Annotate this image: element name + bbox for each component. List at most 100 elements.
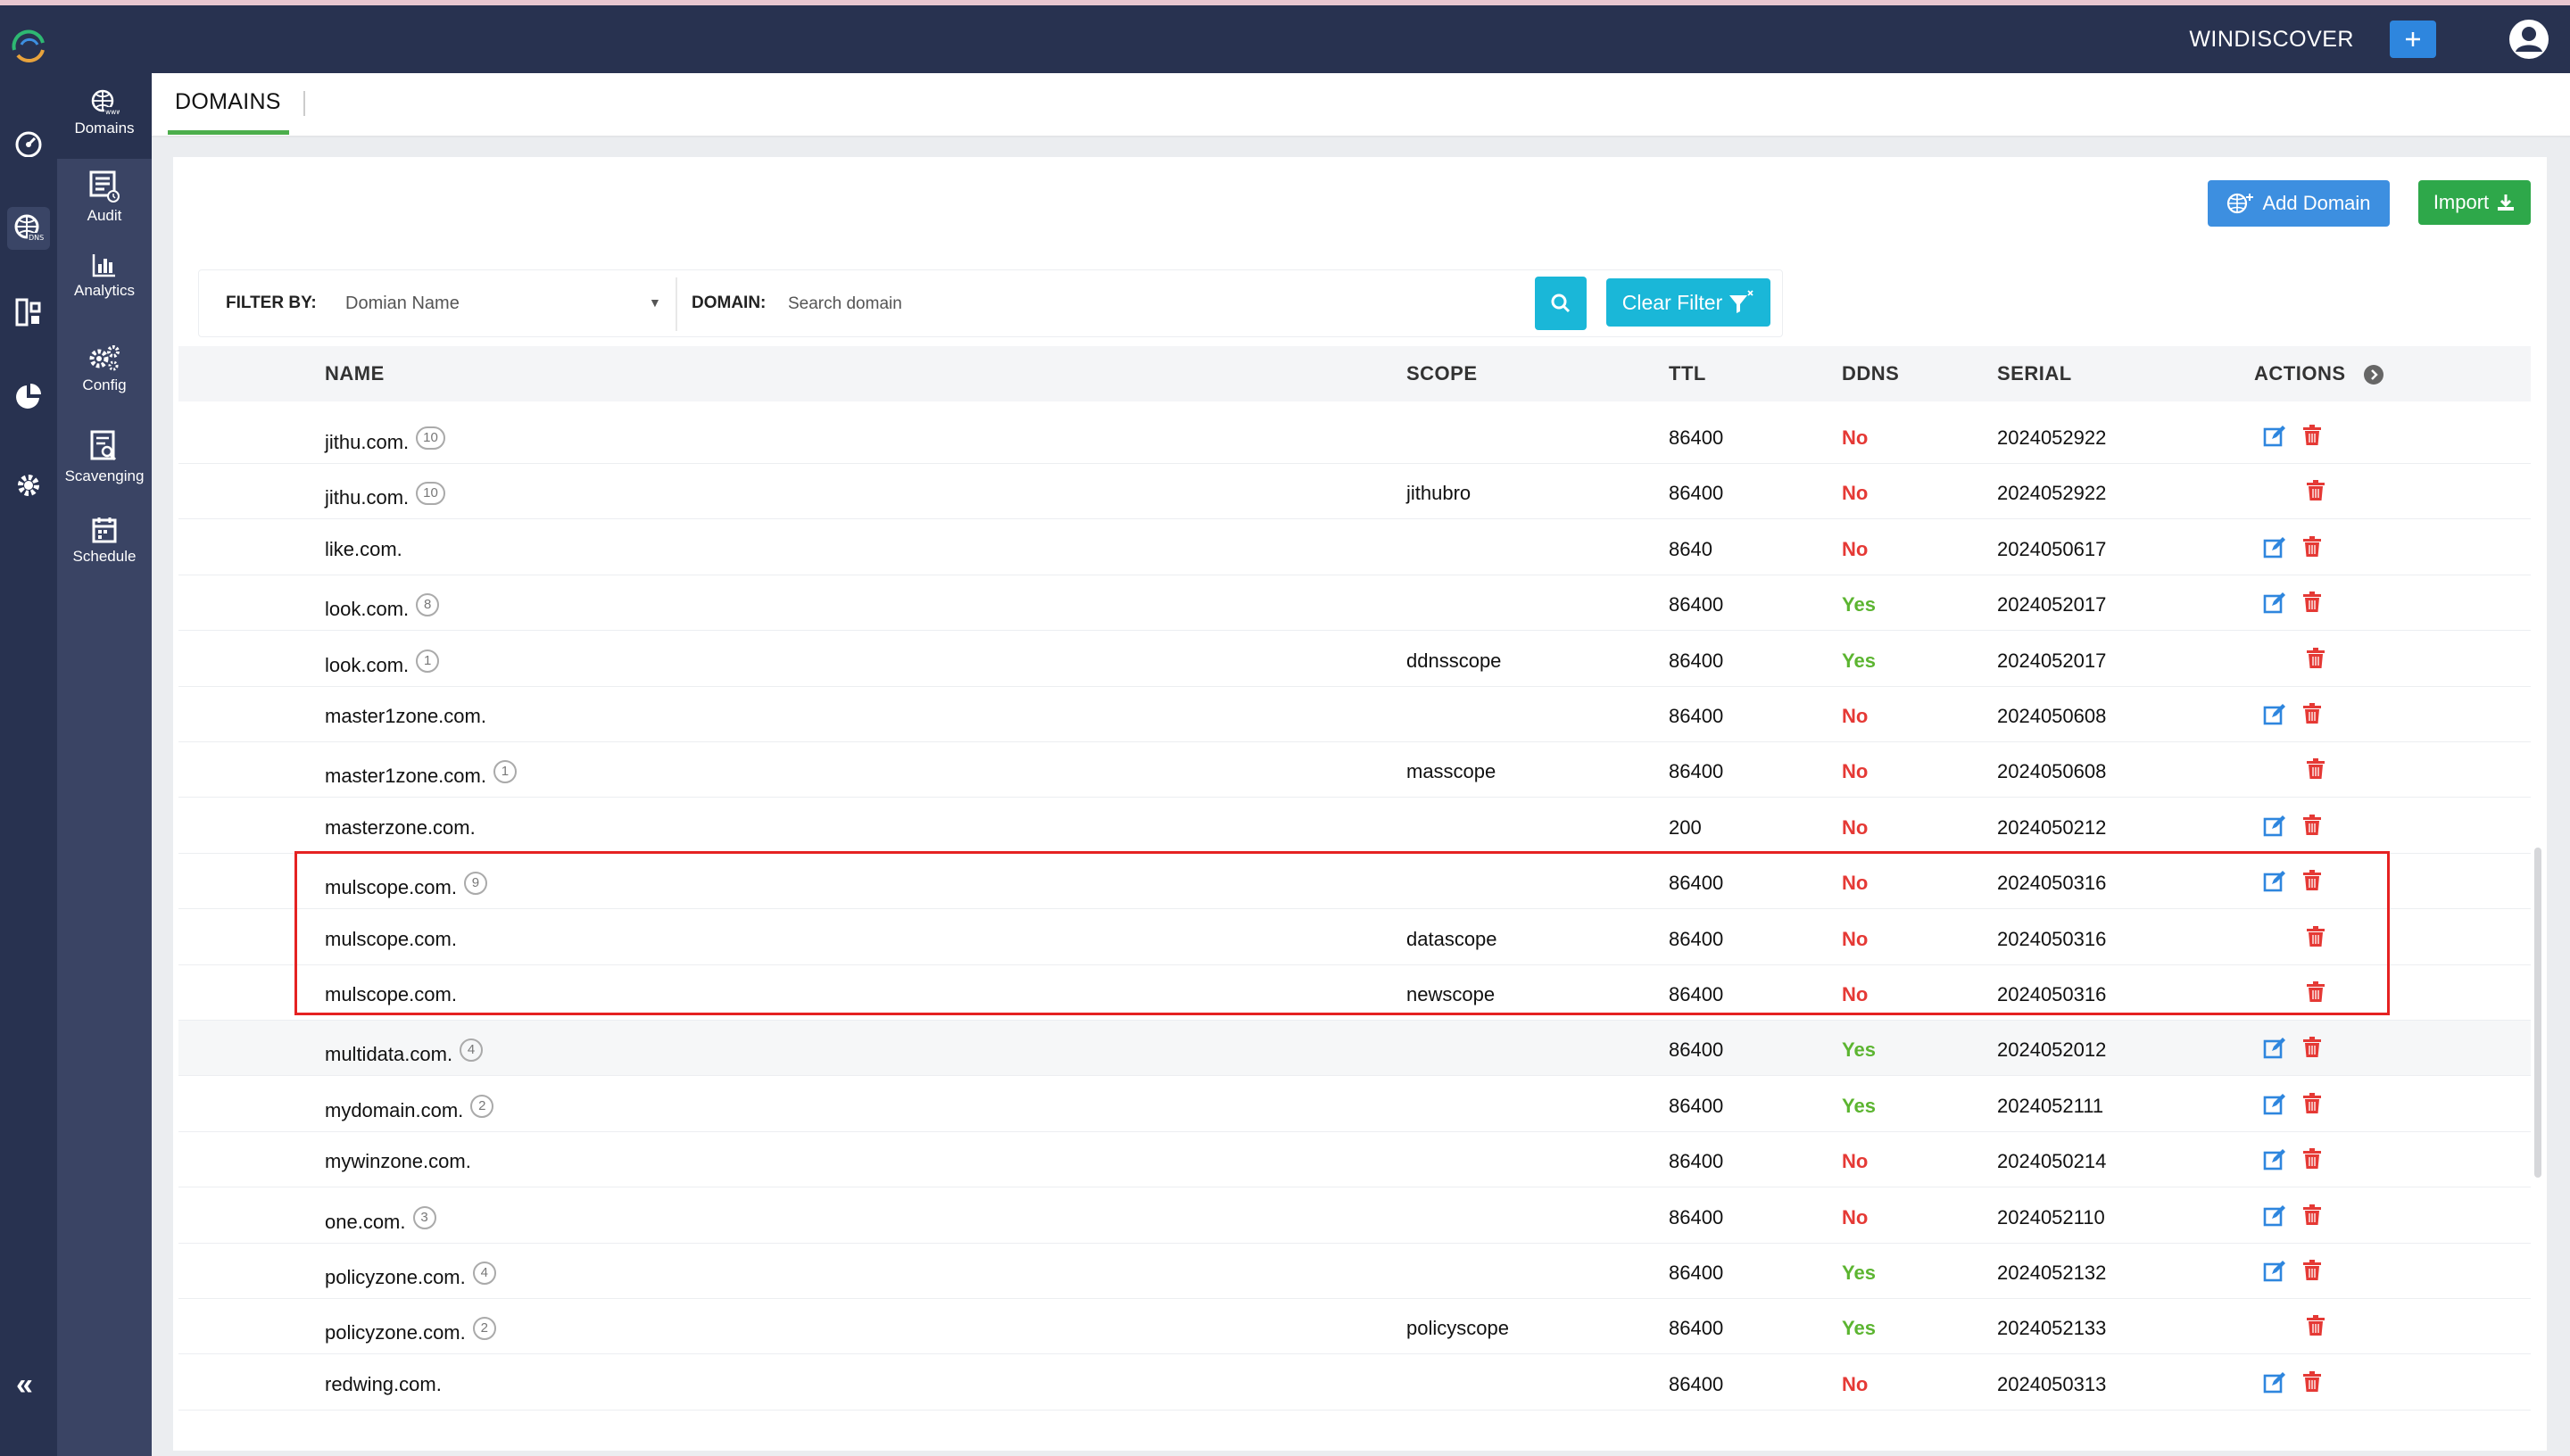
domain-name-cell[interactable]: look.com. 1 <box>325 649 440 677</box>
edit-icon[interactable] <box>2263 870 2286 893</box>
arrow-right-circle-icon[interactable] <box>2363 364 2384 385</box>
column-header-name[interactable]: NAME <box>325 362 385 385</box>
domain-name-cell[interactable]: like.com. <box>325 538 402 561</box>
clear-filter-button[interactable]: Clear Filter <box>1606 278 1770 327</box>
edit-icon[interactable] <box>2263 815 2286 838</box>
edit-icon[interactable] <box>2263 425 2286 448</box>
subnav-item-schedule[interactable]: Schedule <box>57 516 152 566</box>
domain-name[interactable]: policyzone.com. <box>325 1266 466 1288</box>
column-header-ddns[interactable]: DDNS <box>1842 362 1900 385</box>
domain-name[interactable]: redwing.com. <box>325 1372 442 1395</box>
domain-name-cell[interactable]: policyzone.com. 2 <box>325 1317 496 1344</box>
scrollbar[interactable] <box>2534 848 2541 1178</box>
search-button[interactable] <box>1535 277 1587 330</box>
domain-name-cell[interactable]: masterzone.com. <box>325 816 476 840</box>
edit-icon[interactable] <box>2263 1148 2286 1171</box>
delete-icon[interactable] <box>2302 425 2324 448</box>
delete-icon[interactable] <box>2302 814 2324 838</box>
delete-icon[interactable] <box>2306 925 2327 949</box>
subnav-item-audit[interactable]: Audit <box>57 170 152 225</box>
table-row[interactable]: one.com. 3 86400 No 2024052110 <box>178 1187 2531 1244</box>
table-row[interactable]: master1zone.com. 1 masscope 86400 No 20240506… <box>178 742 2531 798</box>
delete-icon[interactable] <box>2306 758 2327 782</box>
subnav-item-scavenging[interactable]: Scavenging <box>57 430 152 485</box>
network-icon[interactable] <box>12 296 45 328</box>
subnav-item-config[interactable]: Config <box>57 343 152 394</box>
edit-icon[interactable] <box>2263 592 2286 615</box>
domain-name-cell[interactable]: mywinzone.com. <box>325 1150 471 1173</box>
column-header-scope[interactable]: SCOPE <box>1406 362 1478 385</box>
domain-name-cell[interactable]: mulscope.com. <box>325 983 457 1006</box>
domain-name-cell[interactable]: jithu.com. 10 <box>325 482 445 509</box>
delete-icon[interactable] <box>2302 1037 2324 1060</box>
delete-icon[interactable] <box>2306 647 2327 671</box>
delete-icon[interactable] <box>2302 1260 2324 1283</box>
table-row[interactable]: redwing.com. 86400 No 2024050313 <box>178 1354 2531 1410</box>
domain-name-cell[interactable]: jithu.com. 10 <box>325 426 445 454</box>
delete-icon[interactable] <box>2302 1092 2324 1116</box>
domain-name-cell[interactable]: master1zone.com. 1 <box>325 760 517 788</box>
delete-icon[interactable] <box>2306 480 2327 503</box>
table-row[interactable]: mywinzone.com. 86400 No 2024050214 <box>178 1132 2531 1188</box>
delete-icon[interactable] <box>2302 703 2324 726</box>
domain-name[interactable]: master1zone.com. <box>325 765 486 788</box>
delete-icon[interactable] <box>2306 981 2327 1005</box>
domain-name[interactable]: one.com. <box>325 1210 406 1233</box>
edit-icon[interactable] <box>2263 536 2286 559</box>
filter-by-select[interactable]: Domian Name <box>345 294 460 313</box>
delete-icon[interactable] <box>2302 1204 2324 1228</box>
domain-name-cell[interactable]: redwing.com. <box>325 1373 442 1396</box>
add-domain-button[interactable]: Add Domain <box>2208 180 2390 227</box>
chevron-down-icon[interactable]: ▼ <box>649 295 661 310</box>
delete-icon[interactable] <box>2306 1315 2327 1338</box>
edit-icon[interactable] <box>2263 1371 2286 1394</box>
delete-icon[interactable] <box>2302 592 2324 615</box>
table-row[interactable]: mulscope.com. 9 86400 No 2024050316 <box>178 854 2531 910</box>
domain-name[interactable]: jithu.com. <box>325 431 410 453</box>
domain-name-cell[interactable]: mulscope.com. <box>325 928 457 951</box>
subnav-item-analytics[interactable]: Analytics <box>57 252 152 300</box>
edit-icon[interactable] <box>2263 1204 2286 1228</box>
domain-name[interactable]: mulscope.com. <box>325 983 457 1005</box>
add-button[interactable] <box>2390 21 2436 58</box>
edit-icon[interactable] <box>2263 1260 2286 1283</box>
domain-name-cell[interactable]: master1zone.com. <box>325 705 486 728</box>
table-row[interactable]: mulscope.com. newscope 86400 No 2024050316 <box>178 965 2531 1021</box>
domain-name-cell[interactable]: mulscope.com. 9 <box>325 872 487 899</box>
table-row[interactable]: policyzone.com. 4 86400 Yes 2024052132 <box>178 1244 2531 1299</box>
domain-name[interactable]: master1zone.com. <box>325 705 486 727</box>
domain-name[interactable]: mydomain.com. <box>325 1098 464 1121</box>
domain-name-cell[interactable]: policyzone.com. 4 <box>325 1262 496 1289</box>
table-row[interactable]: look.com. 8 86400 Yes 2024052017 <box>178 575 2531 632</box>
delete-icon[interactable] <box>2302 870 2324 893</box>
table-row[interactable]: mydomain.com. 2 86400 Yes 2024052111 <box>178 1076 2531 1132</box>
import-button[interactable]: Import <box>2418 180 2531 225</box>
table-row[interactable]: look.com. 1 ddnsscope 86400 Yes 2024052017 <box>178 631 2531 687</box>
edit-icon[interactable] <box>2263 1093 2286 1116</box>
column-header-ttl[interactable]: TTL <box>1669 362 1706 385</box>
pie-chart-icon[interactable] <box>12 380 45 412</box>
table-row[interactable]: master1zone.com. 86400 No 2024050608 <box>178 687 2531 742</box>
delete-icon[interactable] <box>2302 535 2324 559</box>
column-header-serial[interactable]: SERIAL <box>1997 362 2072 385</box>
domain-name-cell[interactable]: multidata.com. 4 <box>325 1038 484 1066</box>
domain-name-cell[interactable]: look.com. 8 <box>325 593 440 621</box>
delete-icon[interactable] <box>2302 1370 2324 1394</box>
table-row[interactable]: multidata.com. 4 86400 Yes 2024052012 <box>178 1021 2531 1077</box>
table-row[interactable]: jithu.com. 10 jithubro 86400 No 2024052922 <box>178 464 2531 520</box>
table-row[interactable]: policyzone.com. 2 policyscope 86400 Yes 20240… <box>178 1299 2531 1355</box>
domain-name[interactable]: jithu.com. <box>325 486 410 509</box>
table-row[interactable]: masterzone.com. 200 No 2024050212 <box>178 798 2531 854</box>
domain-name[interactable]: masterzone.com. <box>325 815 476 839</box>
domain-name[interactable]: look.com. <box>325 653 410 676</box>
collapse-sidebar-icon[interactable]: « <box>16 1368 33 1402</box>
delete-icon[interactable] <box>2302 1148 2324 1171</box>
domain-name[interactable]: mulscope.com. <box>325 876 457 899</box>
domain-name[interactable]: mywinzone.com. <box>325 1150 471 1173</box>
table-row[interactable]: mulscope.com. datascope 86400 No 2024050316 <box>178 909 2531 965</box>
dns-globe-icon[interactable]: DNS <box>7 207 50 250</box>
table-row[interactable]: jithu.com. 10 86400 No 2024052922 <box>178 409 2531 464</box>
user-circle-icon[interactable] <box>2508 18 2550 61</box>
domain-name[interactable]: mulscope.com. <box>325 927 457 950</box>
domain-name[interactable]: multidata.com. <box>325 1043 453 1066</box>
